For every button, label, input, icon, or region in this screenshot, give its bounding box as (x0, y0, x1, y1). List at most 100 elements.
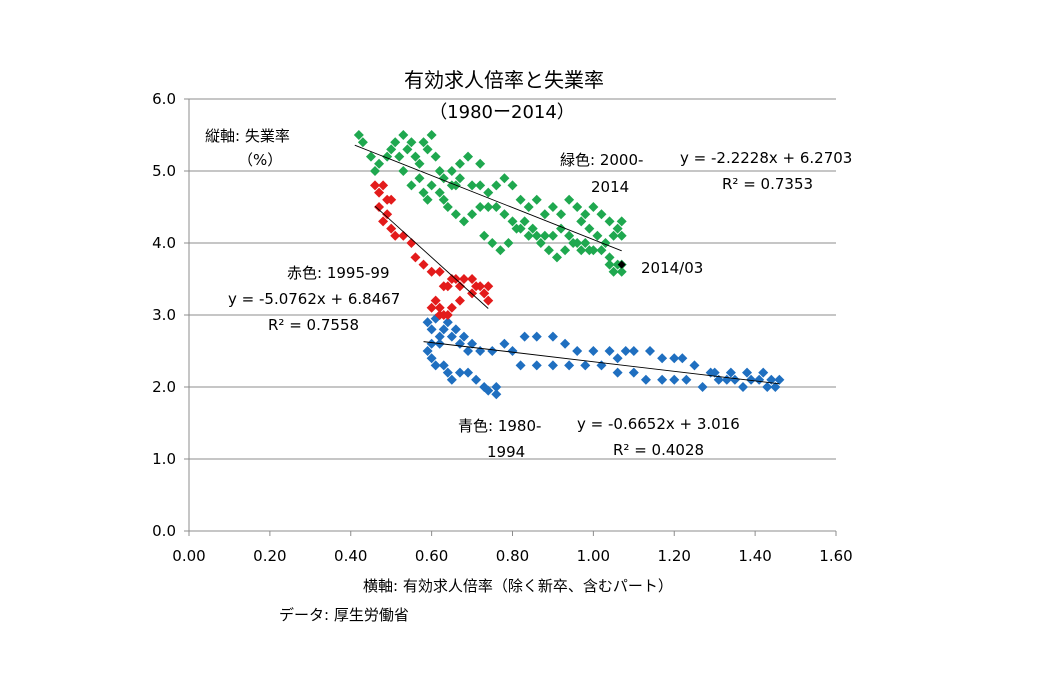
green-point (491, 180, 502, 191)
green-point (604, 216, 615, 227)
green-point (410, 151, 421, 162)
blue-series-label: 青色: 1980- (458, 417, 541, 435)
green-point (608, 230, 619, 241)
blue-point (426, 353, 437, 364)
green-point (418, 187, 429, 198)
blue-point (689, 360, 700, 371)
green-point (616, 266, 627, 277)
x-tick-label: 0.60 (415, 547, 448, 565)
blue-point (564, 360, 575, 371)
red-trend-equation: y = -5.0762x + 6.8467 (228, 290, 400, 308)
green-point (515, 194, 526, 205)
green-point (438, 194, 449, 205)
blue-point (604, 346, 615, 356)
blue-point (677, 353, 688, 364)
blue-point (458, 331, 469, 342)
x-tick-label: 1.20 (658, 547, 691, 565)
green-point (547, 202, 558, 212)
green-point (495, 245, 506, 256)
green-point (438, 173, 449, 184)
green-point (556, 209, 567, 220)
green-point (596, 245, 607, 256)
green-point (475, 180, 486, 191)
blue-point (737, 382, 748, 392)
blue-point (515, 360, 526, 371)
green-point (365, 151, 376, 162)
green-point (467, 209, 478, 220)
red-point (386, 194, 397, 205)
green-point (616, 230, 627, 241)
green-series-label-year: 2014 (591, 178, 629, 196)
blue-point (519, 331, 530, 342)
y-axis-label: 縦軸: 失業率 (205, 127, 290, 145)
blue-point (560, 338, 571, 349)
green-point (398, 166, 409, 176)
x-tick-label: 0.80 (496, 547, 529, 565)
green-point (608, 266, 619, 277)
green-point (353, 130, 364, 140)
green-point (442, 202, 453, 212)
green-point (483, 187, 494, 198)
green-trend-r2: R² = 0.7353 (722, 175, 813, 193)
green-point (531, 230, 542, 241)
red-point (398, 230, 409, 241)
trendline-blue (423, 341, 780, 385)
chart-title: 有効求人倍率と失業率 (404, 68, 604, 92)
blue-point (612, 367, 623, 378)
green-point (370, 166, 381, 176)
green-point (507, 180, 518, 191)
green-point (422, 194, 433, 205)
green-point (523, 202, 534, 212)
green-point (483, 202, 494, 212)
blue-trend-r2: R² = 0.4028 (613, 441, 704, 459)
blue-point (709, 367, 720, 378)
x-tick-label: 0.20 (253, 547, 286, 565)
blue-point (450, 324, 461, 335)
blue-point (471, 374, 482, 385)
green-point (426, 180, 437, 191)
green-point (434, 166, 445, 176)
blue-point (628, 346, 639, 356)
trendlines (354, 144, 780, 385)
red-point (370, 180, 381, 191)
green-point (612, 223, 623, 234)
grid-lines (189, 98, 836, 460)
y-tick-label: 2.0 (152, 378, 176, 396)
green-point (463, 151, 474, 162)
data-points (353, 130, 785, 400)
green-point (511, 223, 522, 234)
red-point (378, 216, 389, 227)
green-trend-equation: y = -2.2228x + 6.2703 (680, 149, 852, 167)
green-point (588, 202, 599, 212)
green-point (414, 173, 425, 184)
highlight-point (617, 260, 626, 269)
y-tick-label: 3.0 (152, 306, 176, 324)
y-tick-label: 4.0 (152, 234, 176, 252)
red-point (434, 310, 445, 320)
green-point (386, 144, 397, 155)
blue-point (483, 385, 494, 396)
blue-point (588, 346, 599, 356)
blue-point (547, 331, 558, 342)
y-tick-label: 0.0 (152, 522, 176, 540)
green-point (394, 151, 405, 162)
blue-point (507, 346, 518, 356)
blue-point (640, 374, 651, 385)
x-tick-label: 1.60 (819, 547, 852, 565)
green-point (426, 130, 437, 140)
green-point (491, 202, 502, 212)
green-point (422, 144, 433, 155)
x-tick-label: 0.00 (172, 547, 205, 565)
blue-point (657, 353, 668, 364)
blue-series-label-year: 1994 (487, 443, 525, 461)
x-tick-label: 0.40 (334, 547, 367, 565)
green-point (503, 238, 514, 248)
blue-point (499, 338, 510, 349)
green-point (584, 245, 595, 256)
y-tick-labels: 0.0 1.0 2.0 3.0 4.0 5.0 6.0 (152, 90, 176, 540)
green-point (499, 209, 510, 220)
red-point (479, 288, 490, 299)
green-point (576, 216, 587, 227)
blue-point (580, 360, 591, 371)
